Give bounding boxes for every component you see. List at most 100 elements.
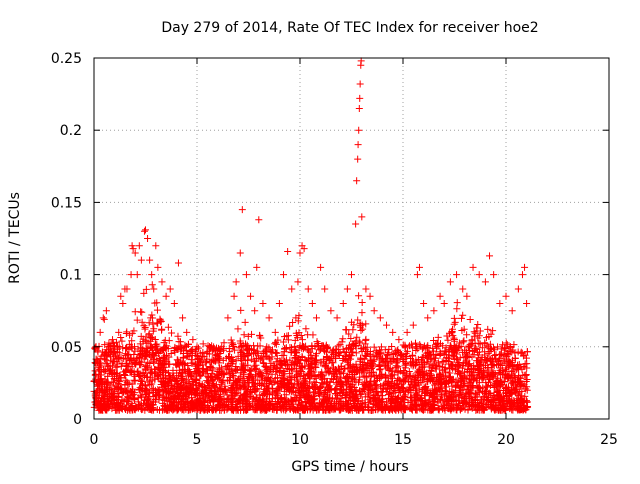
data-point xyxy=(475,354,483,362)
data-point xyxy=(423,349,431,357)
data-point xyxy=(157,346,165,354)
data-point xyxy=(517,348,525,356)
data-point xyxy=(96,406,104,414)
data-point xyxy=(292,329,300,337)
data-point xyxy=(467,379,475,387)
data-point xyxy=(481,278,489,286)
data-point xyxy=(300,377,308,385)
data-point xyxy=(158,278,166,286)
data-point xyxy=(271,328,279,336)
data-point xyxy=(138,318,146,326)
data-point xyxy=(141,381,149,389)
data-point xyxy=(222,363,230,371)
data-point xyxy=(472,344,480,352)
data-point xyxy=(294,355,302,363)
data-point xyxy=(102,349,110,357)
data-point xyxy=(314,406,322,414)
data-point xyxy=(507,398,515,406)
data-point xyxy=(184,406,192,414)
data-point xyxy=(430,307,438,315)
data-point xyxy=(503,364,511,372)
data-point xyxy=(159,399,167,407)
data-point xyxy=(193,343,201,351)
data-point xyxy=(388,395,396,403)
data-point xyxy=(100,315,108,323)
data-point xyxy=(444,404,452,412)
data-point xyxy=(335,351,343,359)
data-point xyxy=(365,403,373,411)
data-point xyxy=(510,341,518,349)
y-tick-label: 0.15 xyxy=(51,195,82,211)
data-point xyxy=(195,368,203,376)
data-point xyxy=(409,358,417,366)
data-point xyxy=(469,347,477,355)
data-point xyxy=(133,316,141,324)
data-point xyxy=(456,383,464,391)
data-point xyxy=(241,318,249,326)
data-point xyxy=(292,346,300,354)
plot-frame xyxy=(93,57,610,420)
data-point xyxy=(304,347,312,355)
data-point xyxy=(361,355,369,363)
data-point xyxy=(419,370,427,378)
data-point xyxy=(121,351,129,359)
data-point xyxy=(177,343,185,351)
data-point xyxy=(465,361,473,369)
data-point xyxy=(388,378,396,386)
data-point xyxy=(141,396,149,404)
data-point xyxy=(485,390,493,398)
data-point xyxy=(248,355,256,363)
data-point xyxy=(452,403,460,411)
data-point xyxy=(180,366,188,374)
data-point xyxy=(216,392,224,400)
data-point xyxy=(157,317,165,325)
data-point xyxy=(304,331,312,339)
data-point xyxy=(341,364,349,372)
data-point xyxy=(338,338,346,346)
data-point xyxy=(161,352,169,360)
data-point xyxy=(399,377,407,385)
data-point xyxy=(303,357,311,365)
data-point xyxy=(308,359,316,367)
data-point xyxy=(230,383,238,391)
data-point xyxy=(429,362,437,370)
data-point xyxy=(385,345,393,353)
data-point xyxy=(225,345,233,353)
data-point xyxy=(134,367,142,375)
data-point xyxy=(347,382,355,390)
data-point xyxy=(370,307,378,315)
data-point xyxy=(337,395,345,403)
data-point xyxy=(212,381,220,389)
data-point xyxy=(131,308,139,316)
data-point xyxy=(110,342,118,350)
data-point xyxy=(333,314,341,322)
data-point xyxy=(162,358,170,366)
data-point xyxy=(118,337,126,345)
data-point xyxy=(237,406,244,414)
data-point xyxy=(430,336,438,344)
data-point xyxy=(370,343,378,351)
data-point xyxy=(432,351,440,359)
data-point xyxy=(500,395,508,403)
data-point xyxy=(141,323,149,331)
data-point xyxy=(143,348,151,356)
data-point xyxy=(412,346,420,354)
data-point xyxy=(478,344,486,352)
data-point xyxy=(424,389,432,397)
data-point xyxy=(269,346,277,354)
data-point xyxy=(251,357,259,365)
chart-title: Day 279 of 2014, Rate Of TEC Index for r… xyxy=(161,20,538,36)
data-point xyxy=(407,393,415,401)
data-point xyxy=(442,380,450,388)
data-point xyxy=(463,292,471,300)
data-point xyxy=(101,400,109,408)
data-point xyxy=(502,355,510,363)
data-point xyxy=(224,314,232,322)
data-point xyxy=(353,177,361,185)
data-point xyxy=(121,368,129,376)
data-point xyxy=(448,382,456,390)
data-point xyxy=(131,377,139,385)
data-point xyxy=(358,298,366,306)
data-point xyxy=(136,371,144,379)
data-point xyxy=(294,278,302,286)
